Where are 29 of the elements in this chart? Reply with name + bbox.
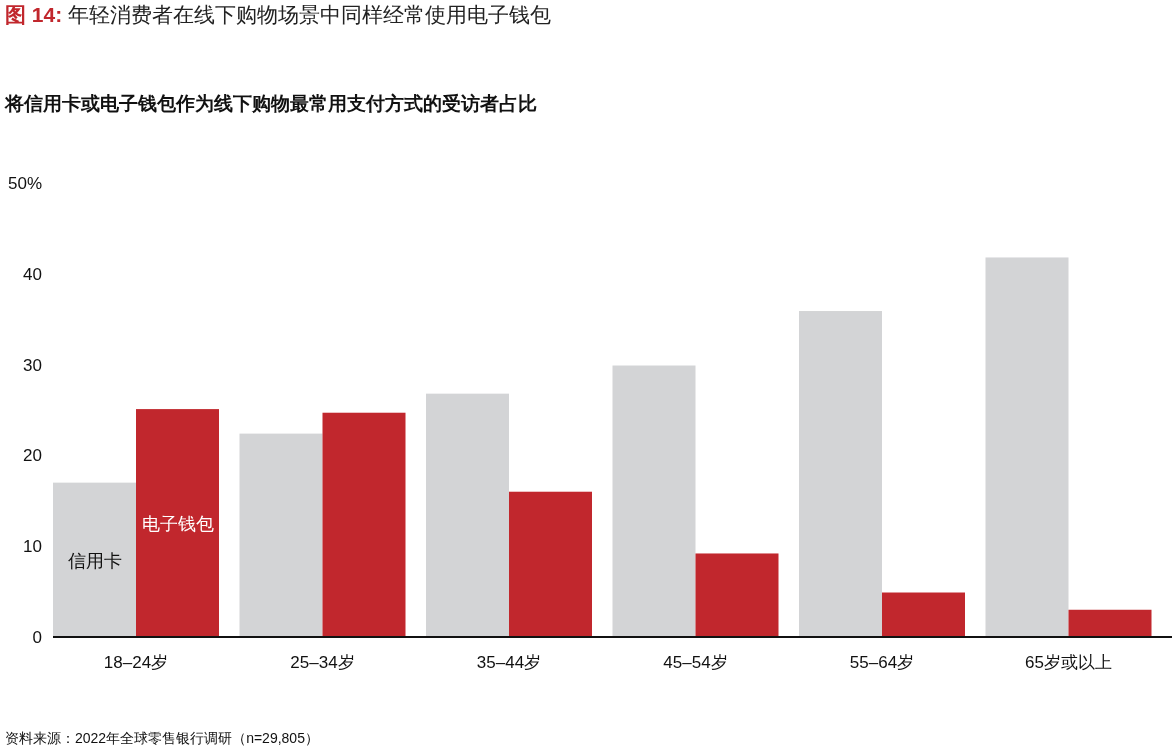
- bar: [509, 491, 592, 637]
- text: 资料来源：2022年全球零售银行调研（n=29,805）: [5, 730, 319, 746]
- x-tick-label: 55–64岁: [849, 653, 915, 672]
- bar: [695, 553, 779, 637]
- series-label: 信用卡: [67, 550, 122, 571]
- chart-title: 图 14: 年轻消费者在线下购物场景中同样经常使用电子钱包: [5, 3, 552, 26]
- chart-subtitle: 将信用卡或电子钱包作为线下购物最常用支付方式的受访者占比: [4, 93, 537, 114]
- bar: [799, 311, 882, 637]
- bar: [612, 365, 696, 637]
- y-tick-label: 40: [23, 264, 42, 284]
- bar: [239, 433, 323, 637]
- x-tick-label: 65岁或以上: [1025, 653, 1112, 672]
- x-tick-label: 35–44岁: [476, 653, 542, 672]
- y-tick-label: 0: [32, 628, 42, 647]
- bar: [1068, 609, 1152, 637]
- y-tick-label: 50%: [7, 174, 42, 193]
- bar: [136, 409, 219, 637]
- bar: [985, 257, 1069, 637]
- x-tick-label: 25–34岁: [290, 653, 355, 672]
- bar: [426, 393, 509, 637]
- series-label: 电子钱包: [141, 514, 214, 535]
- y-tick-label: 20: [23, 446, 42, 466]
- x-tick-label: 18–24岁: [103, 653, 169, 672]
- bar: [882, 592, 965, 637]
- y-tick-label: 10: [23, 537, 42, 557]
- x-tick-label: 45–54岁: [663, 653, 728, 672]
- y-tick-label: 30: [23, 355, 42, 375]
- bar: [53, 482, 136, 637]
- bar: [322, 412, 406, 637]
